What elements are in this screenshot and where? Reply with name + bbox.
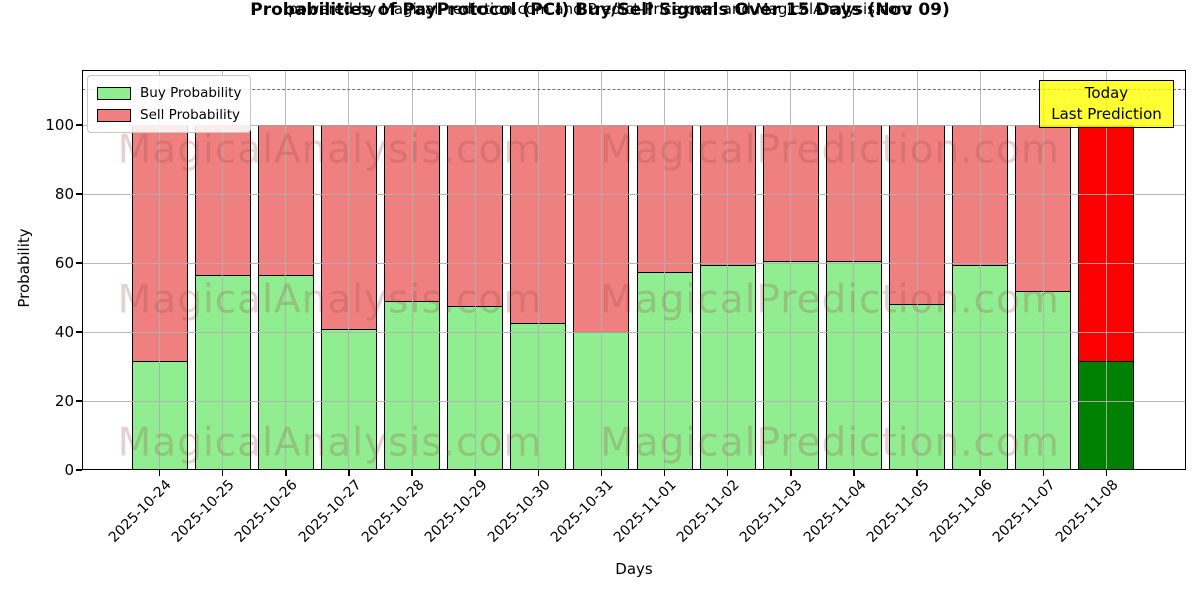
today-annotation: Today Last Prediction [1039, 80, 1174, 128]
annotation-line-2: Last Prediction [1051, 105, 1162, 123]
x-tick-mark [474, 470, 476, 476]
v-gridline [790, 70, 792, 470]
legend-buy-label: Buy Probability [140, 85, 242, 101]
x-tick-label: 2025-10-31 [547, 477, 617, 546]
x-tick-mark [1042, 470, 1045, 476]
annotation-line-1: Today [1084, 84, 1129, 102]
y-tick-label: 100 [45, 116, 74, 134]
sell-swatch [97, 108, 131, 122]
upper-dashed-line [82, 88, 1186, 90]
plot-area: MagicalAnalysis.com MagicalPrediction.com… [82, 70, 1186, 470]
x-tick-mark [663, 470, 666, 476]
y-tick-label: 0 [64, 461, 74, 479]
v-gridline [348, 70, 350, 470]
v-gridline [1042, 70, 1044, 470]
v-gridline [979, 70, 981, 470]
x-tick-label: 2025-11-03 [737, 477, 807, 546]
y-tick-mark [76, 331, 82, 333]
v-gridline [1105, 70, 1107, 470]
y-tick-label: 40 [54, 323, 74, 341]
x-tick-label: 2025-10-27 [295, 477, 365, 546]
y-tick-label: 80 [54, 185, 74, 203]
v-gridline [222, 70, 224, 470]
x-tick-label: 2025-11-08 [1052, 477, 1122, 546]
x-tick-label: 2025-10-30 [484, 477, 554, 546]
x-tick-mark [221, 470, 224, 476]
h-gridline [82, 262, 1186, 264]
x-tick-label: 2025-11-07 [989, 477, 1059, 546]
x-tick-mark [158, 470, 161, 476]
v-gridline [727, 70, 729, 470]
x-tick-label: 2025-11-04 [800, 477, 870, 546]
x-tick-mark [600, 470, 603, 476]
h-gridline [82, 193, 1186, 195]
legend-entry-buy: Buy Probability [97, 82, 241, 104]
legend: Buy Probability Sell Probability [87, 75, 252, 133]
y-axis-label: Probability [15, 228, 33, 308]
x-tick-mark [1105, 470, 1108, 476]
x-tick-mark [726, 470, 729, 476]
v-gridline [853, 70, 855, 470]
h-gridline [82, 124, 1186, 126]
x-tick-mark [916, 470, 918, 476]
y-tick-mark [76, 193, 82, 195]
x-tick-label: 2025-10-24 [105, 477, 175, 546]
v-gridline [285, 70, 287, 470]
x-tick-label: 2025-11-01 [611, 477, 680, 546]
y-tick-label: 60 [54, 254, 74, 272]
x-tick-label: 2025-10-28 [358, 477, 428, 546]
v-gridline [916, 70, 918, 470]
y-tick-label: 20 [54, 392, 74, 410]
legend-sell-label: Sell Probability [140, 107, 241, 123]
chart-subtitle: powered by MagicalPrediction.com and Pre… [288, 0, 912, 18]
x-tick-mark [979, 470, 981, 476]
y-tick-mark [76, 469, 82, 471]
y-tick-mark [76, 124, 82, 126]
x-tick-mark [537, 470, 540, 476]
x-tick-mark [285, 470, 287, 476]
y-tick-mark [76, 400, 82, 402]
x-tick-label: 2025-11-06 [926, 477, 996, 546]
x-tick-mark [411, 470, 413, 476]
legend-entry-sell: Sell Probability [97, 104, 241, 126]
x-tick-mark [790, 470, 792, 476]
x-tick-mark [853, 470, 855, 476]
x-axis-label: Days [615, 560, 653, 578]
x-tick-label: 2025-10-25 [169, 477, 238, 546]
chart-title: Probabilities of PayProtocol (PCI) Buy/S… [250, 0, 950, 20]
v-gridline [159, 70, 160, 470]
h-gridline [82, 331, 1186, 333]
x-tick-label: 2025-10-29 [421, 477, 491, 546]
v-gridline [664, 70, 666, 470]
y-tick-mark [76, 262, 82, 264]
v-gridline [600, 70, 602, 470]
v-gridline [474, 70, 476, 470]
x-tick-label: 2025-11-02 [674, 477, 743, 546]
x-tick-label: 2025-11-05 [863, 477, 933, 546]
x-tick-label: 2025-10-26 [232, 477, 302, 546]
x-tick-mark [348, 470, 350, 476]
h-gridline [82, 400, 1186, 402]
buy-swatch [97, 86, 131, 100]
v-gridline [537, 70, 539, 470]
v-gridline [411, 70, 413, 470]
